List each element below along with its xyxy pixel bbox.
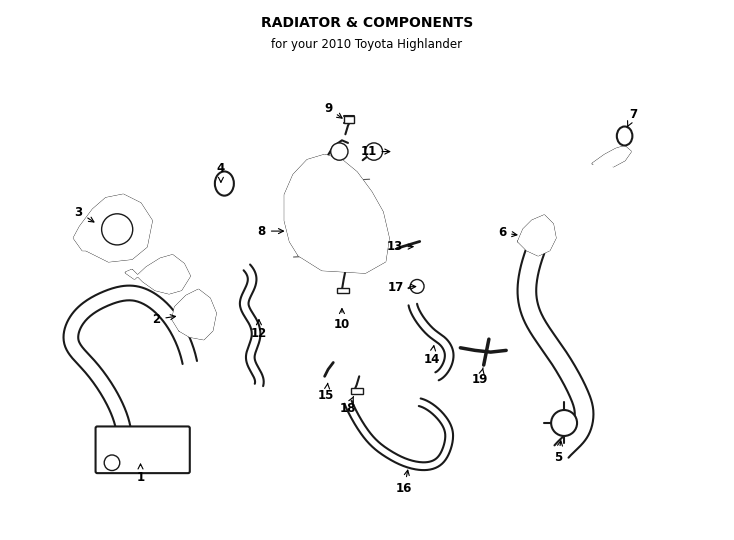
Text: 14: 14 xyxy=(424,346,440,366)
Text: 11: 11 xyxy=(360,145,390,158)
Bar xyxy=(337,288,349,293)
Circle shape xyxy=(551,410,577,436)
Text: for your 2010 Toyota Highlander: for your 2010 Toyota Highlander xyxy=(272,38,462,51)
Circle shape xyxy=(331,143,348,160)
Text: 13: 13 xyxy=(386,240,413,253)
Text: 4: 4 xyxy=(217,163,225,183)
Text: 17: 17 xyxy=(388,281,415,294)
Bar xyxy=(351,388,363,394)
Text: 6: 6 xyxy=(498,226,517,239)
Ellipse shape xyxy=(617,126,633,145)
Text: 1: 1 xyxy=(137,464,145,484)
Text: 19: 19 xyxy=(472,368,488,386)
Text: 10: 10 xyxy=(334,308,350,331)
Polygon shape xyxy=(518,215,556,255)
Circle shape xyxy=(410,280,424,293)
Text: 7: 7 xyxy=(628,108,637,126)
Text: 12: 12 xyxy=(251,320,267,340)
Ellipse shape xyxy=(215,171,234,195)
FancyBboxPatch shape xyxy=(95,427,190,473)
Text: 15: 15 xyxy=(318,383,335,402)
Polygon shape xyxy=(71,292,192,428)
Circle shape xyxy=(366,143,382,160)
Polygon shape xyxy=(592,146,631,166)
Bar xyxy=(344,116,354,123)
Text: RADIATOR & COMPONENTS: RADIATOR & COMPONENTS xyxy=(261,16,473,30)
Text: 5: 5 xyxy=(554,441,562,464)
Polygon shape xyxy=(285,155,388,273)
Text: 2: 2 xyxy=(152,313,175,326)
Text: 8: 8 xyxy=(258,225,283,238)
Circle shape xyxy=(104,455,120,470)
Polygon shape xyxy=(74,195,152,261)
Polygon shape xyxy=(126,255,190,293)
Polygon shape xyxy=(172,290,216,339)
Text: 16: 16 xyxy=(396,470,413,495)
Text: 9: 9 xyxy=(324,102,342,118)
Circle shape xyxy=(101,214,133,245)
Text: 3: 3 xyxy=(74,206,94,222)
Text: 18: 18 xyxy=(340,396,356,415)
